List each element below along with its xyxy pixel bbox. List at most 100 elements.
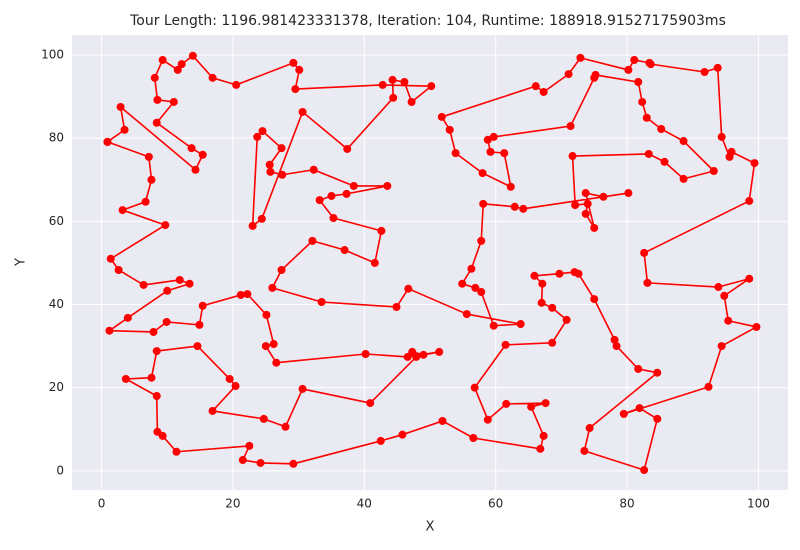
city-point — [478, 169, 487, 178]
x-axis-label: X — [426, 520, 435, 535]
city-point — [383, 181, 392, 190]
city-point — [752, 322, 761, 331]
city-point — [147, 175, 156, 184]
city-point — [412, 352, 421, 361]
city-point — [376, 436, 385, 445]
x-tick-label: 60 — [488, 497, 503, 511]
city-point — [259, 414, 268, 423]
city-point — [531, 82, 540, 91]
city-point — [585, 424, 594, 433]
city-point — [327, 191, 336, 200]
city-point — [640, 466, 649, 475]
city-point — [257, 214, 266, 223]
city-point — [458, 279, 467, 288]
city-point — [152, 118, 161, 127]
city-point — [298, 384, 307, 393]
city-point — [717, 132, 726, 141]
y-tick-label: 100 — [41, 47, 64, 61]
plot-area — [72, 35, 788, 490]
city-point — [389, 93, 398, 102]
city-point — [479, 199, 488, 208]
city-point — [139, 280, 148, 289]
city-point — [144, 152, 153, 161]
city-point — [500, 149, 509, 158]
city-point — [612, 342, 621, 351]
city-point — [187, 144, 196, 153]
city-point — [378, 80, 387, 89]
city-point — [610, 335, 619, 344]
city-point — [245, 441, 254, 450]
city-point — [141, 197, 150, 206]
city-point — [262, 310, 271, 319]
city-point — [309, 165, 318, 174]
city-point — [437, 112, 446, 121]
city-point — [635, 404, 644, 413]
city-point — [289, 58, 298, 67]
city-point — [177, 60, 186, 69]
city-point — [477, 236, 486, 245]
city-point — [118, 206, 127, 215]
city-point — [527, 402, 536, 411]
city-point — [467, 264, 476, 273]
city-point — [361, 349, 370, 358]
city-point — [121, 374, 130, 383]
city-point — [502, 399, 511, 408]
city-point — [158, 55, 167, 64]
x-tick-label: 100 — [747, 497, 770, 511]
city-point — [258, 127, 267, 136]
city-point — [590, 223, 599, 232]
y-axis-label: Y — [14, 258, 29, 267]
city-point — [483, 135, 492, 144]
city-point — [750, 159, 759, 168]
city-point — [407, 97, 416, 106]
city-point — [169, 97, 178, 106]
city-point — [489, 132, 498, 141]
city-point — [162, 317, 171, 326]
city-point — [419, 350, 428, 359]
city-point — [519, 204, 528, 213]
city-point — [538, 279, 547, 288]
city-point — [106, 254, 115, 263]
city-point — [272, 358, 281, 367]
city-point — [342, 189, 351, 198]
city-point — [580, 446, 589, 455]
city-point — [256, 458, 265, 467]
city-point — [568, 152, 577, 161]
city-point — [581, 209, 590, 218]
city-point — [462, 310, 471, 319]
city-point — [404, 284, 413, 293]
city-point — [147, 373, 156, 382]
city-point — [278, 170, 287, 179]
city-point — [566, 122, 575, 131]
city-point — [530, 271, 539, 280]
y-tick-label: 80 — [49, 131, 64, 145]
city-point — [343, 144, 352, 153]
city-point — [653, 368, 662, 377]
city-point — [714, 283, 723, 292]
city-point — [489, 321, 498, 330]
city-point — [548, 303, 557, 312]
city-point — [123, 313, 132, 322]
city-point — [152, 392, 161, 401]
y-tick-label: 40 — [49, 297, 64, 311]
city-point — [231, 382, 240, 391]
city-point — [445, 125, 454, 134]
city-point — [268, 283, 277, 292]
city-point — [175, 275, 184, 284]
city-point — [574, 269, 583, 278]
city-point — [153, 95, 162, 104]
city-point — [541, 399, 550, 408]
city-point — [539, 431, 548, 440]
city-point — [149, 327, 158, 336]
city-point — [103, 137, 112, 146]
city-point — [643, 278, 652, 287]
city-point — [548, 338, 557, 347]
city-point — [470, 383, 479, 392]
city-point — [581, 189, 590, 198]
city-point — [679, 137, 688, 146]
city-point — [720, 291, 729, 300]
city-point — [427, 82, 436, 91]
city-point — [745, 274, 754, 283]
city-point — [329, 213, 338, 222]
